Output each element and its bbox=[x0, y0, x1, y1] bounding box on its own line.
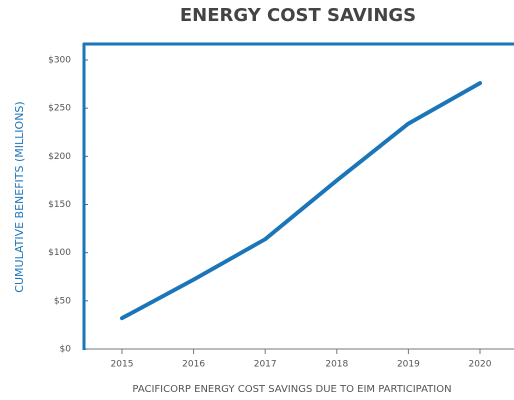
x-tick-label: 2018 bbox=[325, 360, 348, 370]
x-tick-label: 2017 bbox=[254, 360, 277, 370]
x-tick-label: 2015 bbox=[111, 360, 134, 370]
line-series bbox=[120, 81, 482, 321]
y-tick-label: $50 bbox=[54, 296, 71, 306]
x-axis-label: PACIFICORP ENERGY COST SAVINGS DUE TO EI… bbox=[132, 384, 451, 395]
chart-title: ENERGY COST SAVINGS bbox=[180, 5, 416, 26]
x-tick-label: 2016 bbox=[182, 360, 205, 370]
y-axis-label: CUMULATIVE BENEFITS (MILLIONS) bbox=[13, 101, 26, 292]
y-tick-label: $300 bbox=[48, 56, 71, 66]
x-tick-label: 2020 bbox=[469, 360, 492, 370]
y-tick-label: $0 bbox=[60, 345, 72, 355]
y-tick-label: $150 bbox=[48, 200, 71, 210]
y-tick-label: $200 bbox=[48, 152, 71, 162]
y-tick-label: $100 bbox=[48, 248, 71, 258]
x-tick-label: 2019 bbox=[397, 360, 420, 370]
y-tick-label: $250 bbox=[48, 104, 71, 114]
